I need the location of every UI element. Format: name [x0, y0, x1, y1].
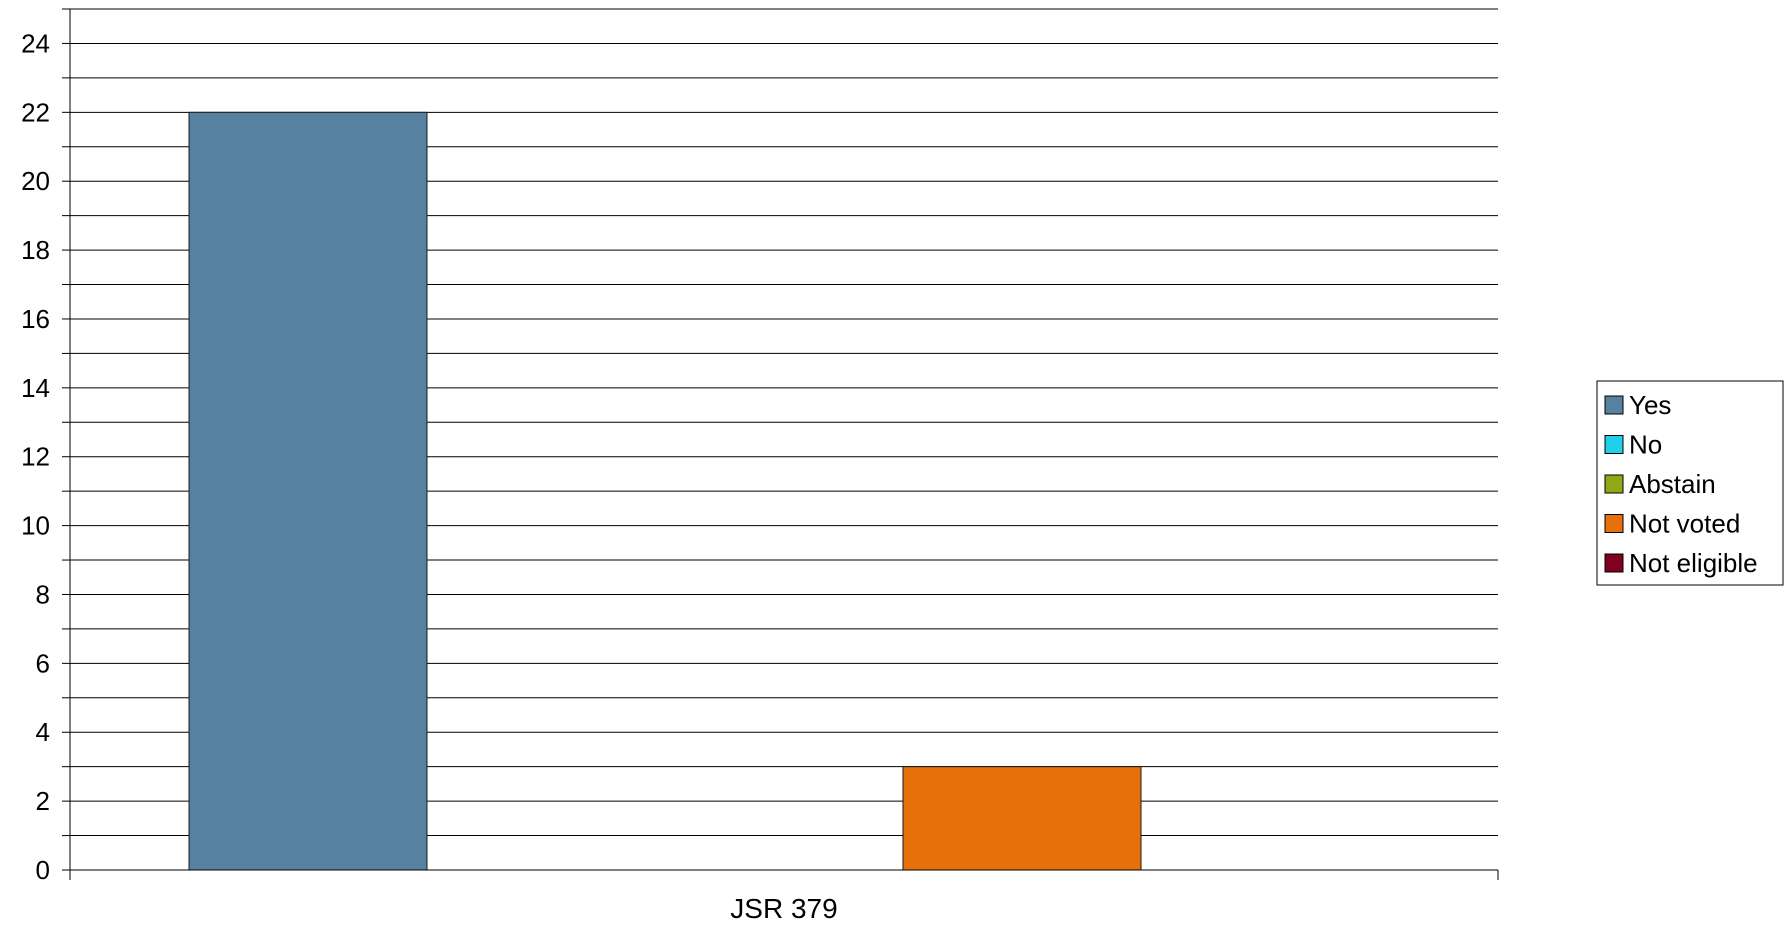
y-tick-label: 16 [21, 304, 50, 334]
y-tick-label: 14 [21, 373, 50, 403]
y-tick-label: 10 [21, 511, 50, 541]
bar-not-voted [902, 766, 1142, 871]
legend-swatch [1604, 474, 1624, 494]
y-tick-label: 12 [21, 442, 50, 472]
legend-label: Abstain [1629, 469, 1716, 499]
legend-label: Not eligible [1629, 548, 1758, 578]
y-tick-label: 8 [36, 579, 50, 609]
bar-yes [188, 111, 428, 871]
legend: Yes No Abstain Not voted Not eligible [1596, 380, 1784, 586]
legend-label: Not voted [1629, 509, 1740, 539]
legend-label: No [1629, 430, 1662, 460]
bars [188, 111, 1142, 871]
y-tick-label: 0 [36, 855, 50, 885]
y-tick-label: 18 [21, 235, 50, 265]
legend-box [1596, 380, 1784, 586]
y-tick-label: 24 [21, 28, 50, 58]
y-tick-label: 2 [36, 786, 50, 816]
legend-swatch [1604, 435, 1624, 454]
y-tick-label: 6 [36, 648, 50, 678]
y-tick-label: 22 [21, 97, 50, 127]
y-tick-label: 20 [21, 166, 50, 196]
x-category-label: JSR 379 [730, 893, 837, 924]
legend-swatch [1604, 553, 1624, 573]
legend-swatch [1604, 514, 1624, 533]
x-axis: JSR 379 [69, 869, 1499, 924]
legend-label: Yes [1629, 390, 1671, 420]
y-tick-label: 4 [36, 717, 50, 747]
legend-swatch [1604, 395, 1624, 415]
